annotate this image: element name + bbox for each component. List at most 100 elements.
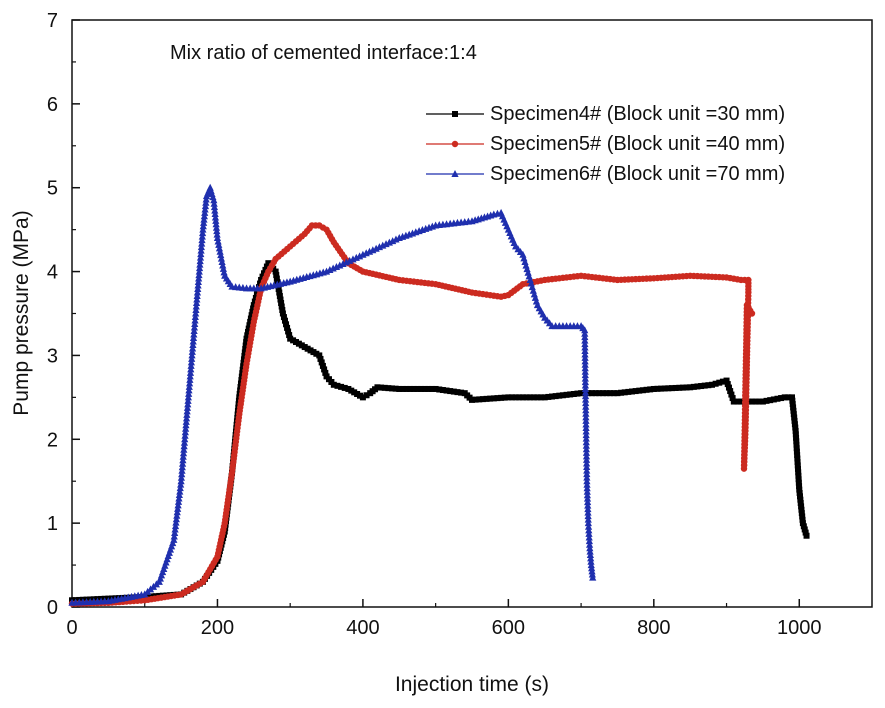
data-point (218, 258, 226, 266)
data-point (701, 382, 708, 389)
data-point (586, 551, 594, 559)
data-point (800, 523, 807, 530)
data-point (399, 385, 406, 392)
data-point (498, 394, 505, 401)
legend-label: Specimen4# (Block unit =30 mm) (490, 103, 785, 125)
data-point (210, 196, 218, 204)
data-point (797, 493, 803, 500)
data-point (596, 390, 603, 397)
y-axis-title: Pump pressure (MPa) (10, 210, 33, 415)
data-point (582, 455, 591, 463)
data-point (483, 395, 490, 402)
data-point (541, 394, 548, 401)
data-point (276, 289, 283, 296)
data-point (245, 328, 251, 335)
data-point (582, 445, 591, 453)
data-point (583, 466, 591, 474)
y-tick-label: 1 (47, 513, 58, 535)
x-tick-label: 0 (66, 617, 77, 639)
data-point (798, 506, 805, 513)
data-point (676, 384, 683, 391)
data-point (214, 237, 222, 245)
data-point (584, 519, 592, 527)
data-point (559, 392, 566, 399)
data-point (582, 427, 590, 435)
data-point (799, 513, 806, 520)
data-point (581, 360, 589, 368)
data-point (582, 409, 590, 417)
data-point (791, 417, 798, 424)
data-point (250, 305, 257, 312)
data-point (429, 385, 435, 392)
data-point (585, 390, 592, 397)
data-point (588, 567, 596, 575)
data-point (251, 298, 258, 305)
data-point (581, 388, 590, 396)
data-point (581, 353, 589, 361)
data-point (490, 395, 497, 402)
data-point (581, 346, 589, 354)
data-point (581, 384, 590, 392)
data-point (794, 458, 801, 465)
data-point (589, 573, 597, 581)
data-point (582, 448, 591, 456)
data-point (359, 394, 366, 401)
data-point (245, 325, 252, 332)
data-point (436, 386, 443, 393)
data-point (799, 520, 806, 527)
series-3 (68, 183, 597, 606)
data-point (385, 385, 392, 392)
data-point (410, 385, 417, 392)
data-point (582, 438, 590, 446)
data-point (636, 387, 643, 394)
data-point (795, 472, 802, 479)
y-tick-label: 3 (47, 345, 58, 367)
data-point (801, 526, 808, 533)
data-point (621, 389, 628, 396)
data-point (213, 227, 221, 235)
data-point (790, 411, 797, 418)
data-point (425, 385, 432, 392)
data-point (798, 510, 805, 517)
data-point (447, 388, 454, 395)
data-point (258, 276, 265, 283)
data-point (793, 445, 800, 452)
data-point (263, 263, 270, 270)
data-point (793, 441, 800, 448)
data-point (647, 386, 654, 393)
data-point (584, 508, 592, 516)
data-point (698, 383, 705, 390)
data-point (273, 275, 280, 282)
data-point (793, 448, 800, 455)
data-point (687, 384, 694, 391)
data-point (585, 529, 593, 537)
data-point (586, 547, 594, 555)
legend-label: Specimen5# (Block unit =40 mm) (490, 133, 785, 155)
data-point (794, 452, 801, 459)
data-point (795, 479, 802, 486)
data-point (795, 469, 802, 476)
data-point (774, 395, 781, 402)
data-point (322, 369, 329, 376)
data-point (219, 261, 227, 269)
data-point (581, 367, 589, 375)
data-point (276, 293, 283, 300)
data-point (582, 416, 590, 424)
data-point (781, 394, 788, 401)
data-point (279, 310, 286, 317)
data-point (690, 383, 697, 390)
data-point (584, 498, 592, 506)
series-layer (68, 183, 810, 607)
data-point (643, 386, 650, 393)
data-point (338, 383, 345, 390)
data-point (759, 398, 766, 405)
data-point (581, 378, 589, 386)
data-point (220, 268, 228, 276)
data-point (587, 554, 595, 562)
data-point (248, 312, 255, 319)
data-point (581, 392, 590, 400)
data-point (213, 234, 222, 242)
data-point (583, 480, 591, 488)
data-point (796, 483, 803, 490)
